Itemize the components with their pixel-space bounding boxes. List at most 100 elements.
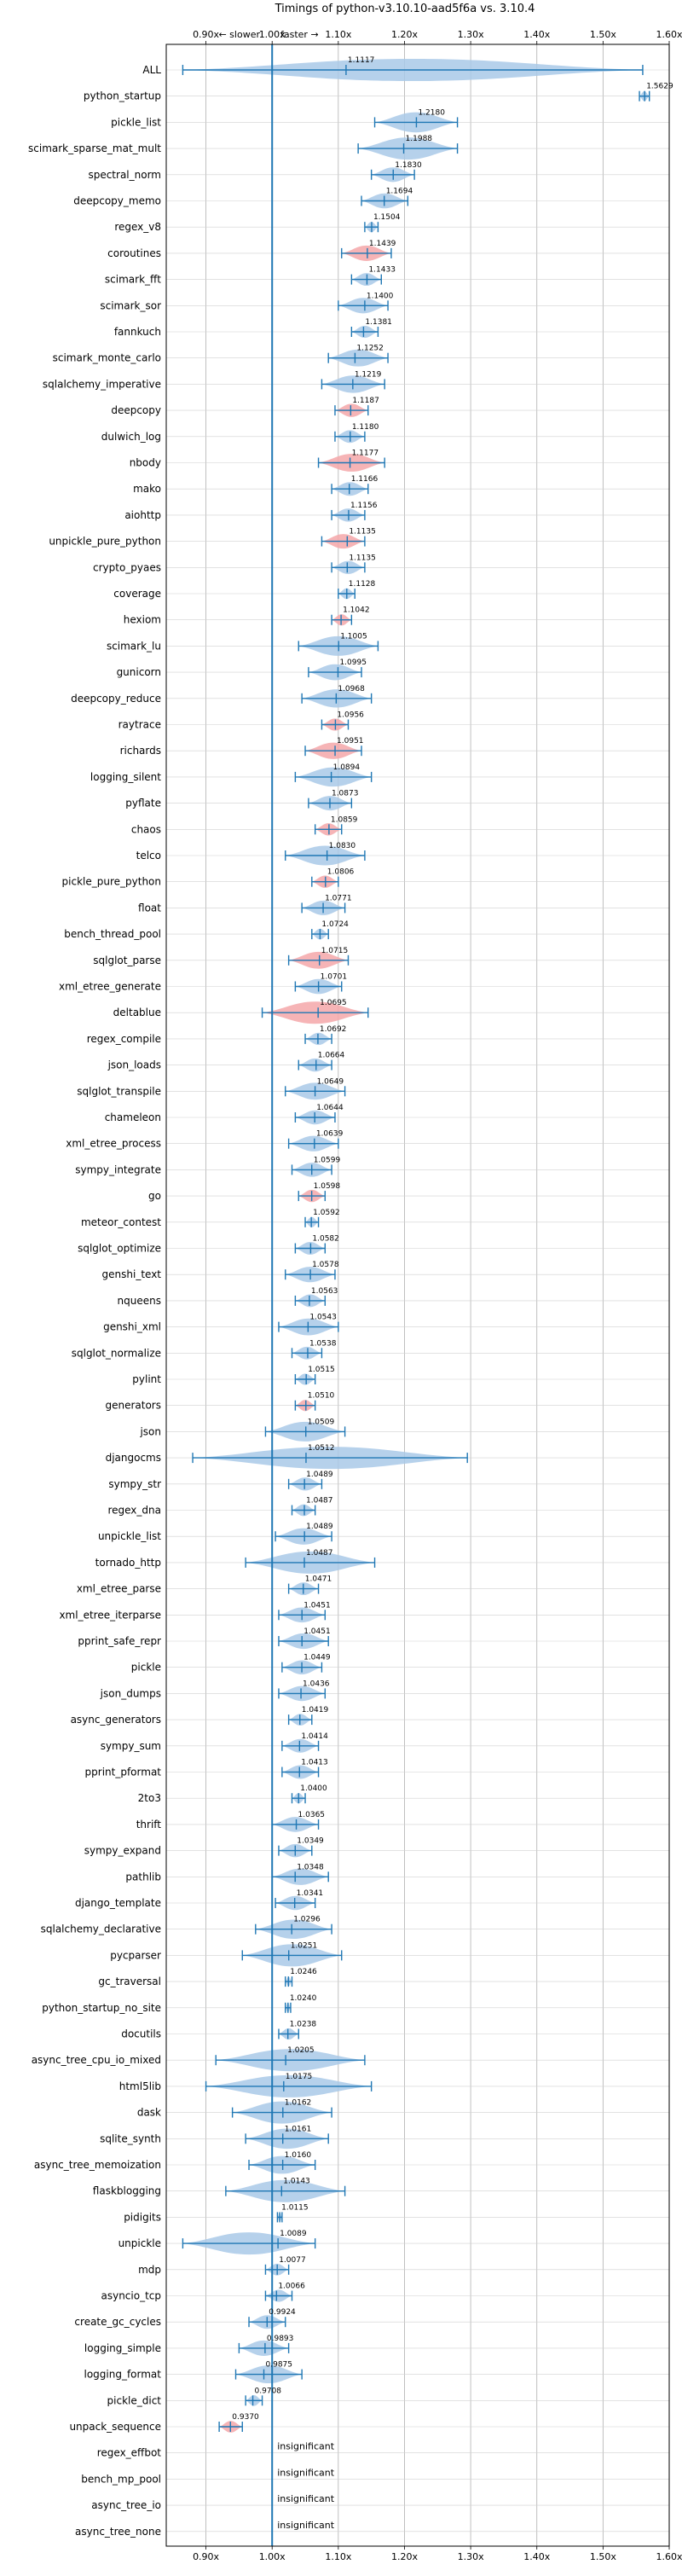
category-label: python_startup_no_site [42, 2002, 161, 2014]
data-label: 1.1381 [365, 318, 392, 327]
data-label: 1.0515 [308, 1366, 335, 1374]
slower-label: ← slower [218, 29, 260, 40]
data-label: 0.9924 [269, 2308, 296, 2317]
data-label: 1.1219 [355, 370, 382, 379]
data-label: 1.0414 [301, 1732, 328, 1741]
category-label: meteor_contest [81, 1216, 161, 1228]
category-label: richards [120, 745, 161, 757]
category-label: sqlglot_transpile [77, 1085, 161, 1097]
category-label: unpickle_list [98, 1530, 161, 1542]
category-label: unpickle_pure_python [49, 536, 161, 548]
category-label: async_tree_cpu_io_mixed [32, 2054, 161, 2066]
data-label: 1.1166 [351, 475, 379, 484]
category-label: pidigits [124, 2211, 161, 2223]
data-label: 1.0664 [318, 1052, 345, 1060]
data-label: 0.9708 [255, 2387, 282, 2395]
category-label: async_tree_io [91, 2499, 161, 2511]
data-label: 1.0413 [301, 1759, 328, 1767]
data-label: 1.1135 [349, 554, 376, 562]
category-label: sympy_sum [101, 1740, 161, 1752]
data-label: 1.0956 [337, 711, 364, 720]
category-label: scimark_sor [100, 299, 161, 311]
category-label: pathlib [125, 1871, 161, 1883]
data-label: 1.0489 [306, 1471, 333, 1479]
category-label: docutils [121, 2028, 161, 2040]
data-labels: 1.1117 1.5629 1.2180 1.1988 1.1830 1.1694 1.15… [232, 56, 673, 2531]
category-label: coverage [113, 588, 161, 600]
category-label: unpack_sequence [69, 2421, 161, 2433]
category-label: json_dumps [100, 1687, 161, 1699]
category-label: json [139, 1425, 161, 1437]
category-label: chaos [131, 823, 161, 835]
tick-label-top: 1.30x [458, 29, 484, 40]
tick-label-top: 1.40x [523, 29, 550, 40]
tick-label-bottom: 1.50x [590, 2551, 616, 2562]
tick-label-top: 1.20x [391, 29, 418, 40]
category-label: hexiom [124, 614, 161, 626]
data-label: 1.0806 [327, 868, 355, 877]
data-label: 1.0487 [306, 1497, 333, 1506]
data-label: 1.1252 [356, 345, 384, 353]
category-label: gc_traversal [98, 1976, 161, 1987]
data-label: 1.0400 [300, 1784, 327, 1793]
category-label: sympy_integrate [75, 1163, 161, 1175]
chart-title: Timings of python-v3.10.10-aad5f6a vs. 3… [275, 3, 535, 15]
data-label: 0.9370 [232, 2413, 259, 2422]
category-label: sympy_expand [84, 1845, 161, 1857]
data-label: 1.0701 [321, 973, 348, 982]
data-label: 1.1042 [343, 606, 370, 615]
category-label: gunicorn [117, 666, 161, 678]
category-label: sqlglot_parse [93, 954, 161, 966]
category-label: pyflate [125, 798, 161, 809]
category-label: crypto_pyaes [93, 561, 161, 573]
category-label: sympy_str [108, 1478, 161, 1490]
category-label: logging_format [84, 2369, 161, 2381]
data-label: 1.0240 [290, 1994, 317, 2003]
category-label: xml_etree_parse [77, 1583, 161, 1595]
direction-labels: ← slower faster → [218, 29, 318, 40]
data-label: 1.0771 [325, 894, 352, 902]
data-label: 1.0543 [309, 1314, 337, 1322]
data-label: 1.0115 [281, 2203, 309, 2212]
data-label: 1.1187 [352, 397, 379, 405]
data-label: 1.0830 [329, 842, 356, 850]
data-label: 1.0143 [283, 2178, 310, 2186]
data-label: 1.0341 [297, 1889, 324, 1898]
category-label: xml_etree_iterparse [59, 1609, 161, 1621]
category-label: scimark_sparse_mat_mult [28, 142, 161, 154]
tick-label-bottom: 1.10x [325, 2551, 351, 2562]
data-label: 1.0419 [302, 1706, 329, 1714]
category-label: regex_dna [107, 1505, 161, 1517]
tick-label-bottom: 1.30x [458, 2551, 484, 2562]
data-label: 1.0512 [308, 1444, 335, 1453]
category-label: scimark_fft [105, 274, 161, 286]
category-label: pprint_pformat [85, 1767, 162, 1778]
category-label: genshi_xml [103, 1321, 161, 1333]
data-label: 1.0365 [298, 1811, 326, 1819]
data-label: 1.1504 [373, 213, 401, 222]
tick-label-top: 0.90x [193, 29, 219, 40]
category-label: logging_silent [90, 771, 161, 783]
data-label: 1.1180 [352, 423, 379, 432]
category-label: nqueens [118, 1295, 161, 1307]
category-label: async_tree_memoization [34, 2159, 161, 2171]
category-label: coroutines [107, 247, 161, 259]
x-axis-ticks: 0.90x 0.90x 1.00x 1.00x 1.10x 1.10x 1.20x 1.20x… [193, 29, 682, 2562]
category-label: unpickle [118, 2237, 161, 2249]
category-label: python_startup [84, 90, 161, 102]
tick-label-bottom: 1.60x [656, 2551, 682, 2562]
category-label: html5lib [119, 2080, 161, 2092]
category-label: scimark_monte_carlo [53, 352, 161, 364]
data-label: 1.0873 [332, 790, 359, 798]
insignificant-label: insignificant [277, 2467, 335, 2478]
category-label: bench_thread_pool [64, 928, 161, 940]
category-label: genshi_text [102, 1268, 162, 1280]
violins [182, 59, 650, 2433]
tick-label-top: 1.10x [325, 29, 351, 40]
data-label: 1.1439 [369, 240, 396, 248]
data-label: 1.0489 [306, 1523, 333, 1531]
data-label: 1.0348 [297, 1863, 324, 1871]
data-label: 1.1694 [386, 188, 413, 196]
data-label: 1.1433 [368, 266, 396, 275]
